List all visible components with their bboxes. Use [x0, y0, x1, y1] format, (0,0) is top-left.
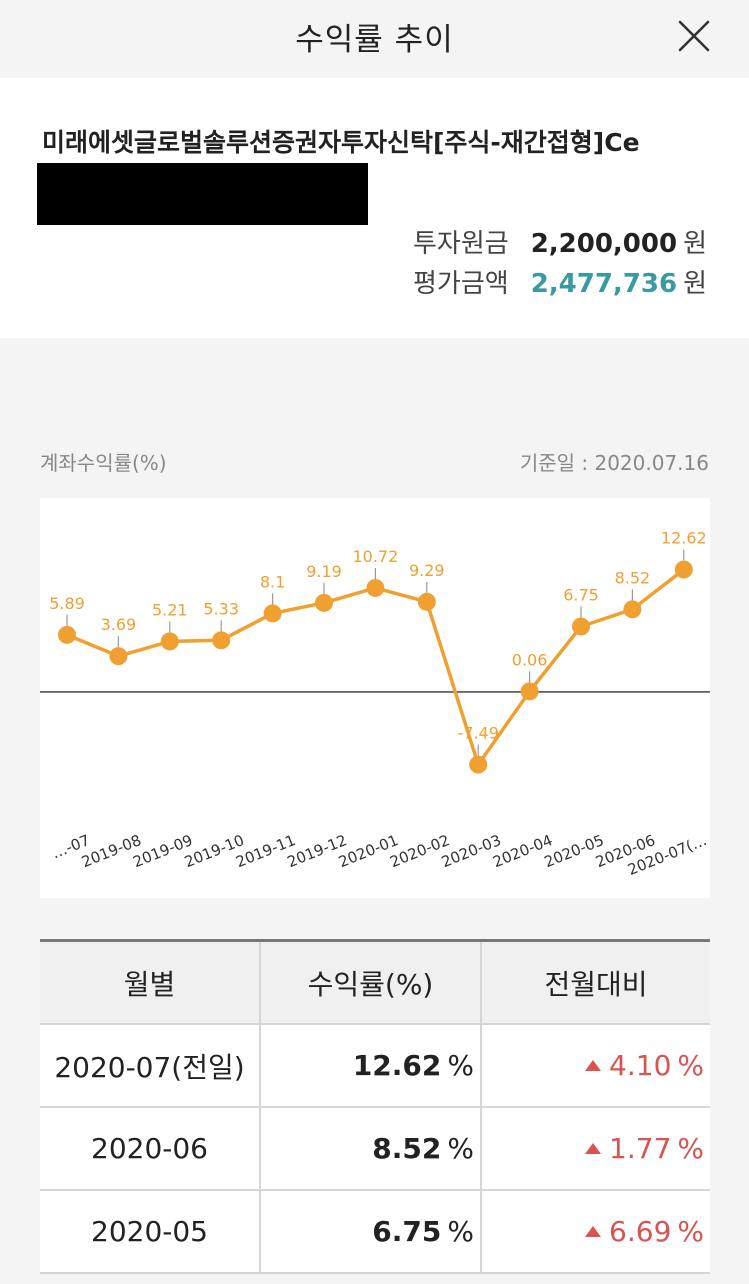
- data-label: 3.69: [101, 615, 137, 634]
- rate-value: 8.52: [372, 1132, 442, 1165]
- chart-base-date: 기준일 : 2020.07.16: [519, 451, 709, 475]
- up-triangle-icon: [585, 1060, 602, 1071]
- table-row: 2020-06 8.52% 1.77%: [40, 1108, 710, 1191]
- principal-value: 2,200,000: [530, 229, 678, 259]
- pct-symbol: %: [677, 1132, 704, 1165]
- data-label: 9.29: [409, 561, 445, 580]
- fund-name: 미래에셋글로벌솔루션증권자투자신탁[주식-재간접형]Ce: [42, 128, 640, 157]
- table-row: 2020-07(전일) 12.62% 4.10%: [40, 1025, 710, 1108]
- data-label: 6.75: [563, 585, 599, 604]
- change-value: 1.77: [609, 1132, 672, 1165]
- page-title: 수익률 추이: [295, 22, 454, 58]
- data-point: [674, 560, 693, 579]
- data-point: [572, 617, 590, 636]
- data-label: 9.19: [306, 562, 342, 581]
- principal-label: 투자원금: [413, 229, 509, 259]
- pct-symbol: %: [447, 1049, 474, 1082]
- data-point: [58, 625, 76, 644]
- data-point: [366, 578, 385, 597]
- header-change: 전월대비: [544, 967, 648, 1001]
- row-rate: 8.52%: [261, 1108, 482, 1189]
- data-point: [623, 600, 642, 619]
- data-label: 0.06: [512, 650, 548, 669]
- row-month: 2020-06: [40, 1108, 261, 1189]
- up-triangle-icon: [585, 1143, 602, 1154]
- data-point: [417, 592, 436, 611]
- pct-symbol: %: [677, 1049, 704, 1082]
- row-month: 2020-05: [40, 1191, 261, 1272]
- eval-value: 2,477,736: [530, 269, 678, 299]
- row-change: 1.77%: [482, 1108, 710, 1189]
- table-header-row: 월별 수익률(%) 전월대비: [40, 942, 710, 1025]
- data-point: [469, 755, 488, 774]
- data-point: [315, 593, 333, 612]
- row-rate: 12.62%: [261, 1025, 482, 1106]
- data-point: [109, 647, 128, 666]
- up-triangle-icon: [585, 1226, 602, 1237]
- monthly-return-table: 월별 수익률(%) 전월대비 2020-07(전일) 12.62% 4.10% …: [40, 939, 710, 1274]
- change-value: 4.10: [609, 1049, 672, 1082]
- header-bar: 수익률 추이: [0, 0, 749, 78]
- data-point: [263, 604, 282, 623]
- eval-label: 평가금액: [413, 269, 509, 299]
- rate-value: 12.62: [352, 1049, 442, 1082]
- row-rate: 6.75%: [261, 1191, 482, 1272]
- data-label: 12.62: [661, 529, 707, 548]
- data-point: [520, 682, 539, 701]
- header-rate: 수익률(%): [261, 942, 482, 1023]
- row-month: 2020-07(전일): [40, 1025, 261, 1106]
- return-chart: 5.89 3.69 5.21 5.33 8.1 9.19 10.72 9.29 -7.49 0.0…: [40, 498, 710, 898]
- close-icon: [678, 20, 710, 52]
- data-label: 8.1: [260, 572, 285, 591]
- chart-ylabel: 계좌수익률(%): [40, 451, 167, 475]
- return-chart-svg: 5.89 3.69 5.21 5.33 8.1 9.19 10.72 9.29 -7.49 0.0…: [40, 529, 710, 879]
- redacted-block: [37, 163, 368, 225]
- data-label: -7.49: [457, 724, 498, 743]
- change-value: 6.69: [609, 1215, 672, 1248]
- table-row: 2020-05 6.75% 6.69%: [40, 1191, 710, 1274]
- data-point: [212, 631, 231, 650]
- data-point: [160, 632, 179, 651]
- data-label: 10.72: [352, 547, 398, 566]
- close-button[interactable]: [672, 14, 716, 58]
- principal-unit: 원: [683, 229, 707, 259]
- eval-unit: 원: [683, 269, 707, 299]
- row-change: 6.69%: [482, 1191, 710, 1272]
- row-change: 4.10%: [482, 1025, 710, 1106]
- rate-value: 6.75: [372, 1215, 442, 1248]
- principal-row: 투자원금 2,200,000 원: [413, 223, 707, 260]
- data-label: 5.89: [49, 594, 85, 613]
- pct-symbol: %: [447, 1215, 474, 1248]
- account-summary: 미래에셋글로벌솔루션증권자투자신탁[주식-재간접형]Ce 투자원금 2,200,0…: [0, 78, 749, 338]
- eval-row: 평가금액 2,477,736 원: [413, 263, 707, 300]
- pct-symbol: %: [677, 1215, 704, 1248]
- data-label: 5.21: [152, 600, 188, 619]
- data-label: 8.52: [615, 568, 651, 587]
- header-month: 월별: [40, 942, 261, 1023]
- pct-symbol: %: [447, 1132, 474, 1165]
- data-label: 5.33: [203, 599, 239, 618]
